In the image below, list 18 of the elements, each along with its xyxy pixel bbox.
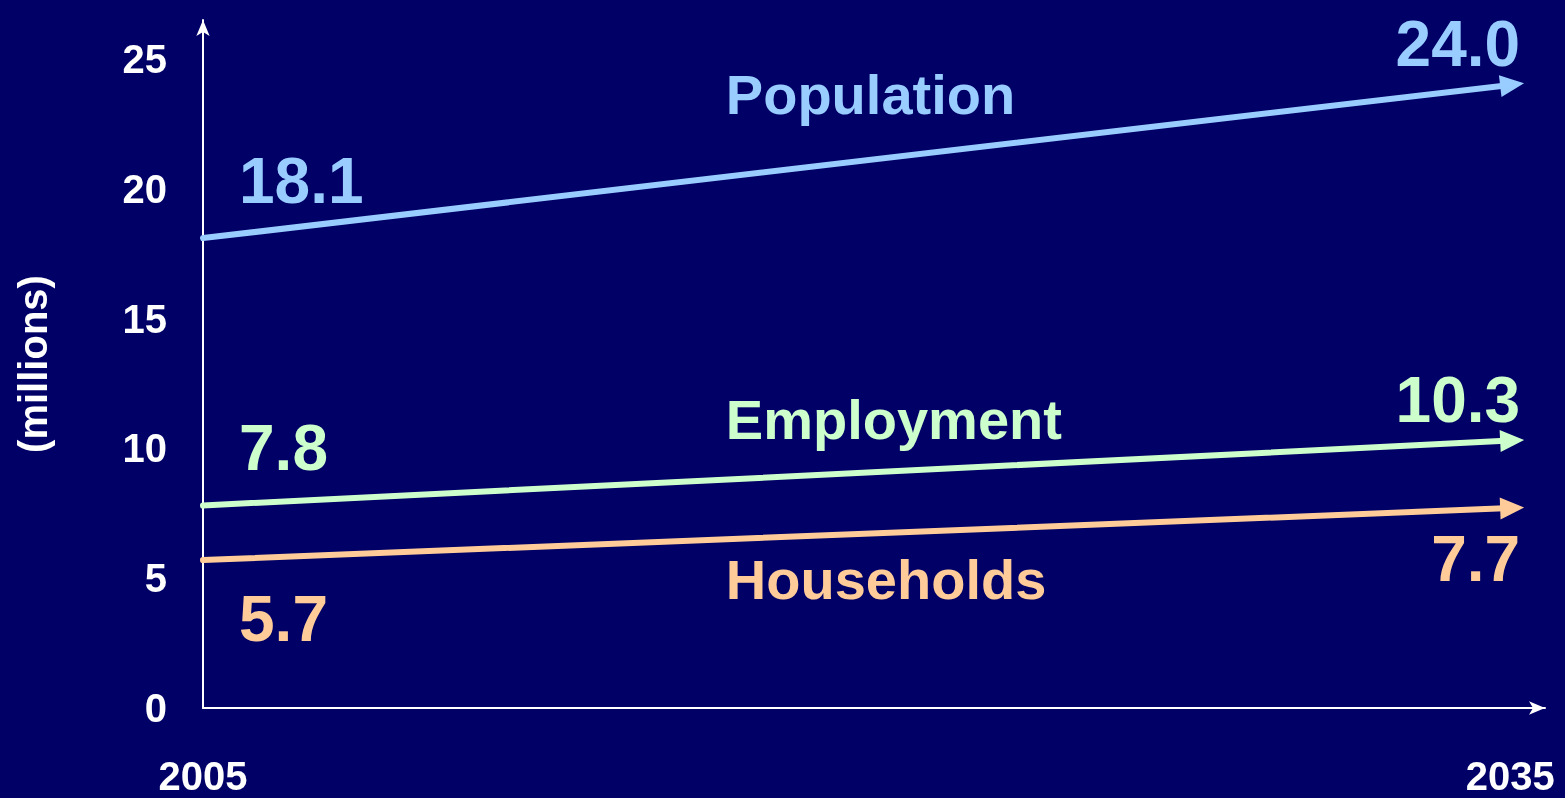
series-label: Households [725,547,1047,611]
data-label: 18.1 [239,145,364,218]
data-label: 7.8 [239,412,328,485]
data-label: 7.7 [1431,523,1521,596]
series-label: Employment [725,387,1062,451]
y-tick-label: 0 [144,686,167,730]
series-label: Population [725,63,1016,127]
x-tick-label: 2005 [158,754,248,798]
data-label: 5.7 [239,583,328,656]
y-tick-label: 10 [122,426,167,471]
y-tick-label: 15 [122,296,167,341]
y-tick-label: 5 [144,556,167,601]
y-axis-title: (millions) [11,275,55,453]
data-label: 10.3 [1395,363,1521,436]
y-tick-label: 20 [122,166,167,211]
x-tick-label: 2035 [1465,754,1555,798]
data-label: 24.0 [1395,7,1521,80]
y-tick-label: 25 [122,36,167,81]
